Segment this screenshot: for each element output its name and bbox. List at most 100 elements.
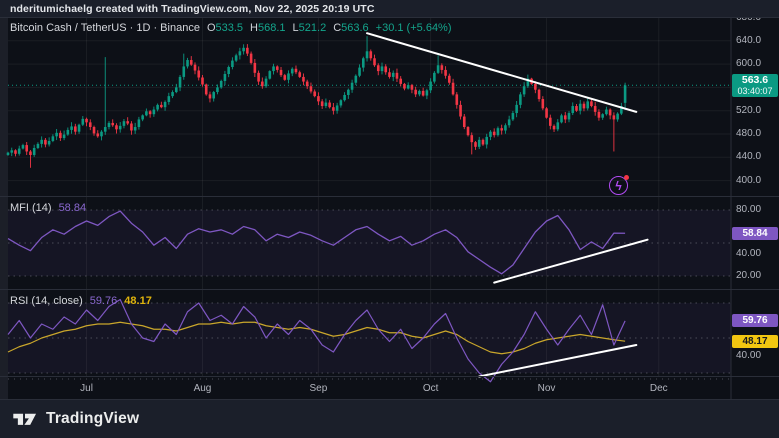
- candle-body: [17, 148, 21, 154]
- candle-body: [275, 66, 279, 70]
- candle-body: [290, 68, 294, 74]
- attribution-bar: nderitumichaelg created with TradingView…: [0, 0, 779, 18]
- candle-body: [193, 64, 197, 71]
- candle-body: [111, 122, 115, 126]
- candle-body: [246, 47, 249, 54]
- candle-body: [223, 74, 227, 81]
- candle-body: [477, 139, 481, 147]
- candle-body: [462, 116, 466, 128]
- candle-body: [429, 81, 432, 91]
- candle-body: [593, 106, 597, 112]
- candle-body: [287, 73, 290, 80]
- high-value: 568.1: [258, 22, 286, 34]
- candle-body: [500, 128, 503, 131]
- candle-body: [403, 83, 406, 89]
- price-trendline[interactable]: [366, 32, 638, 113]
- candle-body: [455, 94, 459, 105]
- last-price-badge: 563.6 03:40:07: [732, 74, 778, 98]
- candle-body: [358, 67, 361, 76]
- rsi-ma-value: 48.17: [124, 295, 152, 307]
- candle-body: [365, 51, 369, 59]
- candle-body: [204, 84, 208, 95]
- candle-body: [440, 65, 444, 70]
- candle-body: [335, 105, 339, 111]
- lightning-glyph: ϟ: [615, 178, 622, 193]
- candle-body: [25, 145, 28, 152]
- candle-body: [376, 65, 380, 72]
- candle-body: [178, 76, 182, 88]
- candle-body: [406, 85, 410, 89]
- rsi-ma-line: [7, 321, 626, 355]
- candle-body: [373, 58, 376, 66]
- low-label: L: [292, 22, 299, 34]
- candle-body: [496, 128, 500, 136]
- rsi-trendline[interactable]: [478, 344, 638, 378]
- mfi-trendline[interactable]: [493, 238, 649, 284]
- candle-body: [590, 101, 593, 107]
- candle-body: [425, 90, 429, 96]
- candle-body: [40, 139, 43, 144]
- candle-body: [369, 51, 373, 59]
- candle-body: [317, 96, 320, 102]
- candle-body: [474, 142, 477, 147]
- chart-canvas[interactable]: [0, 0, 779, 400]
- candle-body: [305, 81, 309, 87]
- candle-body: [616, 113, 619, 120]
- candle-body: [511, 113, 515, 120]
- candle-body: [354, 75, 358, 83]
- candle-body: [339, 100, 343, 106]
- candle-body: [197, 70, 201, 78]
- candle-body: [219, 80, 223, 88]
- candle-body: [47, 140, 51, 145]
- candle-body: [66, 129, 70, 135]
- rsi-legend: RSI (14, close) 59.76 48.17: [10, 295, 152, 307]
- candle-body: [74, 126, 77, 132]
- candle-body: [268, 71, 272, 79]
- close-label: C: [333, 22, 342, 34]
- last-price: 563.6: [741, 74, 769, 87]
- candle-body: [126, 121, 129, 124]
- candle-body: [612, 115, 616, 120]
- candlestick-series: [6, 36, 627, 168]
- candle-body: [141, 115, 144, 120]
- candle-body: [347, 89, 350, 95]
- candle-body: [328, 102, 331, 108]
- flash-alert-icon[interactable]: ϟ: [609, 175, 629, 195]
- candle-body: [234, 55, 238, 61]
- candle-body: [88, 122, 92, 128]
- mfi-value-badge: 58.84: [732, 226, 778, 240]
- candle-body: [70, 126, 73, 130]
- candle-body: [552, 125, 556, 130]
- candle-body: [380, 66, 384, 72]
- candle-body: [36, 143, 40, 148]
- candle-body: [466, 127, 470, 136]
- candle-body: [21, 145, 25, 149]
- candle-body: [481, 139, 485, 145]
- rsi-ma-value-badge: 48.17: [732, 334, 778, 348]
- candle-body: [231, 60, 234, 68]
- candle-body: [309, 86, 313, 92]
- candle-body: [122, 121, 126, 126]
- candle-body: [313, 91, 316, 97]
- candle-body: [298, 72, 302, 77]
- mfi-label: MFI (14): [10, 202, 52, 214]
- candle-body: [362, 58, 365, 68]
- symbol-title: Bitcoin Cash / TetherUS · 1D · Binance: [10, 22, 200, 34]
- candle-body: [586, 101, 589, 109]
- candle-body: [623, 85, 627, 103]
- candle-body: [103, 127, 107, 132]
- candle-body: [388, 72, 391, 77]
- high-label: H: [250, 22, 258, 34]
- candle-body: [261, 81, 264, 87]
- tradingview-logo-icon: [13, 413, 37, 425]
- candle-body: [504, 125, 507, 131]
- candle-body: [556, 122, 560, 130]
- candle-body: [515, 104, 518, 114]
- candle-body: [92, 127, 96, 134]
- candle-body: [421, 90, 425, 96]
- candle-body: [470, 135, 474, 143]
- open-label: O: [206, 22, 216, 34]
- candle-body: [522, 86, 526, 95]
- candle-body: [492, 131, 496, 136]
